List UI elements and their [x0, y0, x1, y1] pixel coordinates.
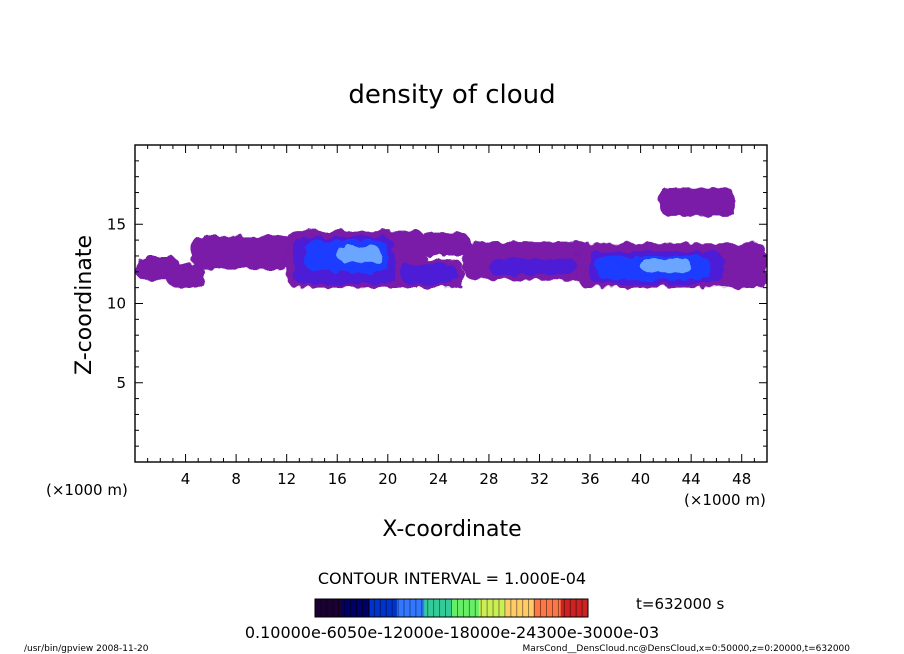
cloud-region-peak — [640, 259, 692, 272]
x-tick-label: 20 — [378, 470, 397, 488]
x-unit-label: (×1000 m) — [684, 491, 766, 509]
y-tick-label: 10 — [107, 295, 126, 313]
colorbar — [315, 599, 589, 617]
colorbar-segment — [560, 599, 589, 617]
x-axis-label: X-coordinate — [382, 517, 521, 542]
footer-right: MarsCond__DensCloud.nc@DensCloud,x=0:500… — [523, 644, 851, 654]
contour-interval-text: CONTOUR INTERVAL = 1.000E-04 — [318, 569, 586, 588]
cloud-region-mid — [400, 263, 458, 285]
x-axis-ticks — [147, 145, 755, 462]
cloud-density-field — [135, 187, 767, 288]
cloud-region-low — [191, 235, 293, 269]
x-tick-label: 28 — [479, 470, 498, 488]
cloud-region-low — [166, 263, 205, 288]
x-tick-label: 12 — [277, 470, 296, 488]
colorbar-segment — [506, 599, 534, 617]
x-tick-label: 8 — [231, 470, 241, 488]
chart-title: density of cloud — [348, 80, 555, 110]
cloud-region-low — [659, 187, 736, 217]
y-axis-label: Z-coordinate — [72, 235, 97, 375]
colorbar-labels: 0.10000e-6050e-12000e-18000e-24300e-3000… — [245, 623, 659, 642]
colorbar-segment — [451, 599, 480, 617]
colorbar-segment — [424, 599, 452, 617]
colorbar-frame — [314, 598, 589, 618]
x-tick-label: 44 — [682, 470, 701, 488]
colorbar-segment — [315, 599, 343, 617]
x-tick-label: 32 — [530, 470, 549, 488]
x-tick-label: 16 — [328, 470, 347, 488]
colorbar-segment — [369, 599, 398, 617]
x-tick-label: 40 — [631, 470, 650, 488]
y-tick-label: 5 — [116, 374, 126, 392]
cloud-region-low — [419, 232, 470, 256]
time-label: t=632000 s — [636, 595, 724, 613]
y-unit-label: (×1000 m) — [46, 481, 128, 499]
x-tick-label: 4 — [181, 470, 191, 488]
x-tick-label: 48 — [732, 470, 751, 488]
cloud-region-mid — [488, 259, 578, 275]
colorbar-segment — [533, 599, 562, 617]
colorbar-segment — [396, 599, 425, 617]
x-tick-label: 36 — [580, 470, 599, 488]
x-tick-label: 24 — [429, 470, 448, 488]
y-axis-tick-labels: 5 10 15 — [107, 215, 126, 392]
y-axis-ticks — [135, 160, 767, 447]
footer-left: /usr/bin/gpview 2008-11-20 — [24, 644, 149, 654]
y-tick-label: 15 — [107, 215, 126, 233]
cloud-region-peak — [337, 246, 382, 263]
x-axis-tick-labels: 4 8 12 16 20 24 28 32 36 40 44 48 — [181, 470, 751, 488]
